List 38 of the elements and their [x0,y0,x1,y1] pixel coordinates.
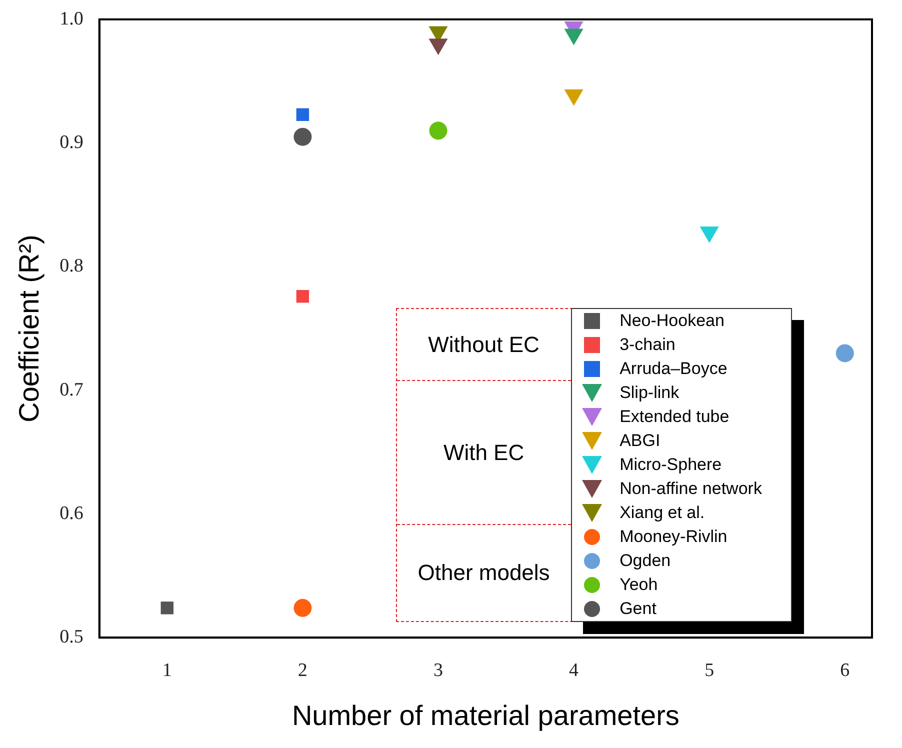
point [836,344,854,362]
legend-label: Ogden [620,551,671,571]
legend-label: Arruda–Boyce [620,359,728,379]
legend-label: Extended tube [620,407,730,427]
legend-label: Slip-link [620,383,680,403]
point [294,598,312,617]
x-tick-label: 6 [840,660,850,681]
y-tick-label: 0.7 [60,379,84,400]
legend-label: Yeoh [620,575,658,595]
legend-label: Micro-Sphere [620,455,722,475]
legend-label: Mooney-Rivlin [620,527,728,547]
legend-label: Non-affine network [620,479,762,499]
y-tick-label: 0.8 [60,256,84,277]
annotation: With EC [397,381,571,525]
point [428,38,448,56]
point [700,226,719,244]
legend-label: 3-chain [620,335,676,355]
point [296,290,310,303]
legend-label: ABGI [620,431,660,451]
x-tick-label: 4 [569,660,580,681]
point [160,602,174,614]
legend-label: Xiang et al. [620,503,705,523]
y-tick-label: 0.9 [60,132,84,154]
y-axis-title: Coefficient (R²) [14,234,45,422]
legend-label: Neo-Hookean [620,311,724,331]
point [564,89,584,106]
x-tick-label: 1 [162,660,172,681]
x-axis-title: Number of material parameters [292,700,680,731]
x-tick-label: 3 [433,660,443,681]
y-tick-label: 0.6 [60,502,84,524]
x-tick-label: 2 [298,660,308,681]
annotation: Other models [416,559,551,587]
y-tick-label: 1.0 [60,8,84,30]
y-tick-label: 0.5 [60,626,84,648]
legend-label: Gent [620,599,656,619]
x-tick-label: 5 [704,660,714,681]
point [564,28,584,46]
annotation: Without EC [397,309,571,381]
